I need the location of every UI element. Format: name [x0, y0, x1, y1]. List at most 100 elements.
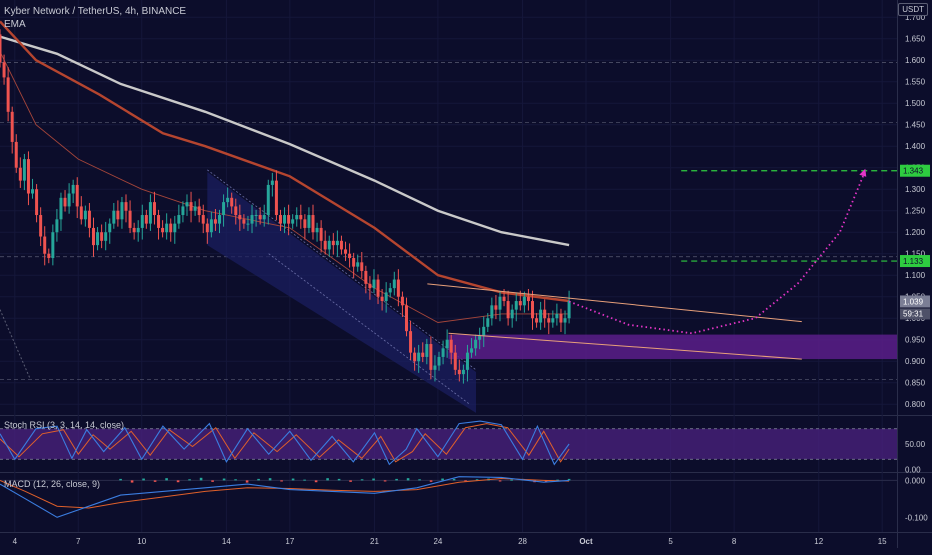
target-upper-tag-box	[900, 164, 930, 177]
price-tick-label: 1.500	[905, 99, 926, 108]
price-tick-label: 0.850	[905, 379, 926, 388]
macd-tick-label: 0.000	[905, 476, 926, 485]
candle-body	[55, 219, 59, 233]
candle-body	[356, 262, 360, 267]
candle-body	[173, 223, 177, 233]
candle-body	[368, 283, 372, 289]
macd-histogram-bar	[337, 478, 341, 481]
candle-body	[165, 223, 169, 233]
candle-body	[181, 206, 185, 216]
candle-body	[132, 227, 136, 233]
descending-channel	[207, 172, 477, 413]
macd-histogram-bar	[556, 479, 559, 481]
candle-body	[498, 296, 502, 310]
macd-histogram-bar	[464, 480, 467, 482]
candle-body	[144, 215, 148, 224]
candle-body	[169, 223, 173, 233]
candle-body	[470, 348, 474, 353]
time-tick-label: 10	[137, 537, 146, 546]
candle-body	[234, 206, 238, 216]
candle-body	[136, 227, 140, 233]
time-tick-label: 12	[814, 537, 823, 546]
candle-body	[31, 189, 35, 194]
candle-body	[474, 339, 478, 349]
macd-histogram-bar	[303, 479, 306, 481]
candle-body	[100, 232, 104, 241]
candle-body	[478, 335, 482, 340]
macd-histogram-bar	[165, 478, 168, 481]
candle-body	[108, 223, 112, 233]
macd-histogram-bar	[234, 479, 237, 481]
macd-histogram-bar	[383, 480, 387, 482]
candle-body	[91, 227, 95, 246]
candle-body	[429, 344, 433, 370]
candle-body	[490, 305, 494, 319]
price-tick-label: 0.900	[905, 357, 926, 366]
candle-body	[148, 202, 152, 224]
candle-body	[39, 215, 43, 237]
candle-body	[35, 189, 39, 216]
macd-histogram-bar	[176, 480, 180, 483]
candle-body	[339, 240, 343, 250]
candle-body	[563, 318, 567, 323]
candle-body	[335, 240, 339, 246]
price-tick-label: 1.700	[905, 13, 926, 22]
candle-body	[413, 352, 417, 362]
time-tick-label: 7	[76, 537, 81, 546]
price-tick-label: 1.150	[905, 250, 926, 259]
candle-body	[59, 197, 63, 220]
time-tick-label: 17	[285, 537, 294, 546]
macd-histogram-bar	[153, 480, 157, 482]
candle-body	[323, 240, 327, 250]
candle-body	[242, 219, 246, 224]
candle-body	[157, 215, 161, 228]
candle-body	[222, 202, 226, 216]
candle-body	[47, 253, 51, 259]
candle-body	[535, 318, 539, 323]
candle-body	[461, 369, 465, 375]
candle-body	[327, 240, 331, 250]
candle-body	[543, 309, 547, 319]
macd-histogram-bar	[429, 480, 433, 482]
candle-body	[409, 331, 413, 353]
candle-body	[482, 326, 486, 336]
candle-body	[287, 215, 291, 224]
candle-body	[283, 215, 287, 224]
candle-body	[502, 296, 506, 302]
candle-body	[494, 305, 498, 310]
candle-body	[514, 301, 518, 310]
candle-body	[388, 288, 392, 293]
macd-histogram-bar	[245, 480, 249, 483]
candle-body	[348, 253, 352, 259]
candle-body	[380, 296, 384, 302]
macd-histogram-bar	[268, 478, 272, 481]
support-trendline	[448, 332, 802, 360]
candle-body	[177, 215, 181, 224]
candle-body	[522, 296, 526, 306]
price-tick-label: 1.600	[905, 56, 926, 65]
projected-path	[568, 170, 867, 335]
candle-body	[213, 219, 217, 224]
candle-body	[319, 227, 323, 241]
candle-body	[344, 249, 348, 254]
candle-body	[218, 215, 222, 224]
candle-body	[71, 184, 75, 194]
candle-body	[83, 210, 87, 220]
macd-histogram-bar	[142, 478, 145, 481]
candle-body	[506, 301, 510, 319]
projection-arrow-head	[859, 168, 867, 177]
candle-body	[539, 309, 543, 323]
currency-badge[interactable]: USDT	[898, 3, 928, 16]
candle-body	[124, 202, 128, 211]
target-lower-tag: 1.133	[903, 257, 924, 266]
candle-body	[425, 344, 429, 357]
macd-tick-label: -0.100	[905, 513, 928, 522]
candle-body	[238, 215, 242, 220]
candle-body	[453, 352, 457, 370]
candle-body	[6, 77, 10, 112]
candle-body	[270, 180, 274, 185]
macd-histogram-bar	[130, 480, 134, 483]
candle-body	[547, 318, 551, 323]
